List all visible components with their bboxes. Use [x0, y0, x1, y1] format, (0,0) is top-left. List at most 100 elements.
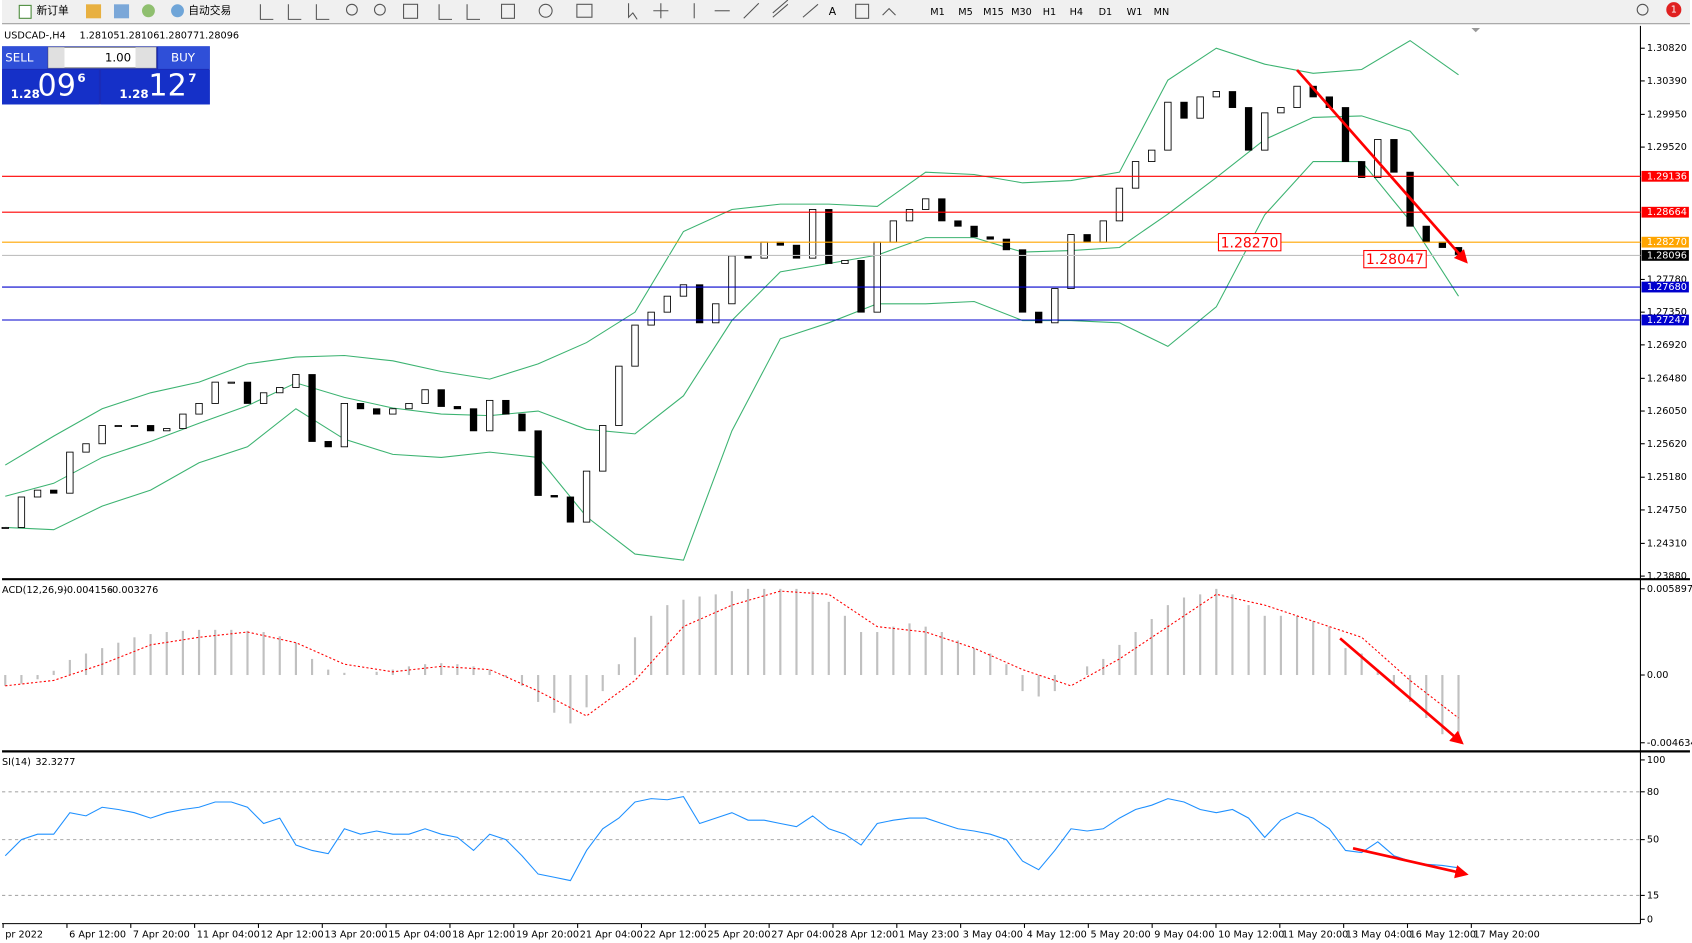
time-label: 10 May 12:00 [1218, 929, 1284, 940]
templates[interactable] [576, 3, 593, 18]
search[interactable] [1636, 3, 1649, 16]
candle [163, 428, 171, 432]
candle [889, 220, 898, 243]
timeframe-button[interactable]: M15 [983, 7, 1004, 18]
time-label: 5 May 20:00 [1090, 929, 1150, 940]
timeframe-button[interactable]: W1 [1127, 7, 1143, 18]
macd-readout: -0.004156 [63, 585, 113, 596]
buy-label: BUY [171, 51, 196, 65]
trend-arrow [1352, 846, 1469, 879]
toolbar: 新订单 自动交易 [2, 0, 1690, 25]
timeframe-button[interactable]: H1 [1043, 7, 1056, 18]
timeframe-button[interactable]: M30 [1011, 7, 1032, 18]
trendline[interactable] [743, 2, 760, 19]
lot-down[interactable] [48, 47, 65, 68]
timeframe-button[interactable]: D1 [1099, 7, 1113, 18]
price-callout-box [1363, 249, 1427, 269]
candle [647, 311, 655, 326]
candle [712, 303, 720, 324]
timeframe-button[interactable]: MN [1154, 7, 1170, 18]
y-tick-label: 1.25620 [1647, 439, 1687, 450]
y-tick-label: 1.30820 [1647, 43, 1687, 54]
textlabel[interactable] [855, 3, 870, 19]
candle [1438, 241, 1447, 248]
candle [227, 381, 235, 384]
toolbar-icon[interactable] [113, 4, 130, 19]
sell-label: SELL [5, 51, 34, 65]
buy-price-box[interactable] [101, 69, 210, 105]
sell-price-pips: 09 [38, 69, 76, 104]
text-tool[interactable]: A [829, 5, 837, 18]
timeframe-button[interactable]: H4 [1070, 7, 1083, 18]
candle [841, 260, 849, 264]
indicators[interactable] [500, 3, 515, 19]
auto-trading-button[interactable]: 自动交易 [171, 4, 231, 18]
periods[interactable] [538, 3, 553, 18]
trend-arrow [1296, 69, 1468, 264]
y-tick-label: 1.27350 [1647, 307, 1687, 318]
candle [17, 496, 26, 528]
ohlc-readout: 1.28077 [159, 31, 199, 42]
candle [356, 403, 365, 410]
new-order-button[interactable]: 新订单 [18, 4, 69, 19]
candle [146, 425, 155, 432]
arrows[interactable] [882, 7, 896, 16]
price-level-label: 1.27247 [1647, 315, 1687, 326]
tile[interactable] [403, 3, 419, 19]
icon[interactable] [259, 4, 274, 20]
price-level-tag [1641, 206, 1689, 218]
auto-trading-label: 自动交易 [188, 4, 231, 17]
toolbar-icon[interactable] [141, 4, 155, 18]
time-label: 18 Apr 12:00 [452, 929, 515, 940]
icon[interactable] [466, 4, 480, 20]
candle [33, 489, 42, 498]
price-level-tag [1641, 170, 1689, 182]
zoom-out[interactable] [373, 3, 386, 16]
candle [808, 209, 817, 259]
candle [324, 441, 332, 448]
time-label: 13 May 04:00 [1346, 929, 1412, 940]
price-level-tag [1641, 250, 1689, 261]
timeframe-button[interactable]: M1 [930, 7, 945, 18]
candle [695, 284, 704, 324]
candle [502, 399, 510, 415]
price-level-tag [1641, 314, 1689, 326]
ohlc-readout: 1.28105 [80, 31, 120, 42]
one-click-trading: SELL 1.00 BUY 1.28 09 6 1.28 12 7 [2, 46, 210, 105]
candle [340, 403, 349, 448]
crosshair[interactable] [653, 3, 669, 19]
icon[interactable] [287, 4, 302, 20]
buy-button[interactable] [158, 46, 210, 69]
candle [1180, 101, 1188, 119]
timeframe-button[interactable]: M5 [958, 7, 973, 18]
zoom-in[interactable] [345, 3, 358, 16]
time-label: 11 May 20:00 [1282, 929, 1348, 940]
channel[interactable] [772, 0, 789, 18]
buy-price-fraction: 7 [188, 71, 196, 85]
icon[interactable] [315, 4, 330, 20]
candle [1018, 249, 1027, 313]
sell-button[interactable] [2, 46, 48, 69]
sell-price-box[interactable] [2, 69, 99, 105]
lot-up[interactable] [135, 47, 156, 68]
candle [1244, 107, 1253, 151]
time-label: 4 May 12:00 [1027, 929, 1087, 940]
candle [1067, 234, 1075, 290]
time-label: 28 Apr 12:00 [835, 929, 898, 940]
time-label: 16 May 12:00 [1410, 929, 1476, 940]
time-label: 6 Apr 12:00 [69, 929, 126, 940]
candle [663, 295, 671, 313]
fibo[interactable] [802, 3, 819, 18]
cursor[interactable] [628, 3, 638, 20]
price-level-label: 1.29136 [1647, 171, 1687, 182]
notification-badge[interactable] [1666, 2, 1682, 18]
candle [905, 209, 914, 222]
chart-bg [2, 25, 1690, 943]
candle [1228, 91, 1237, 108]
time-label: 1 May 23:00 [899, 929, 959, 940]
icon[interactable] [438, 4, 453, 20]
buy-price-pips: 12 [148, 69, 186, 104]
candle [550, 495, 558, 498]
toolbar-icon[interactable] [86, 4, 102, 19]
